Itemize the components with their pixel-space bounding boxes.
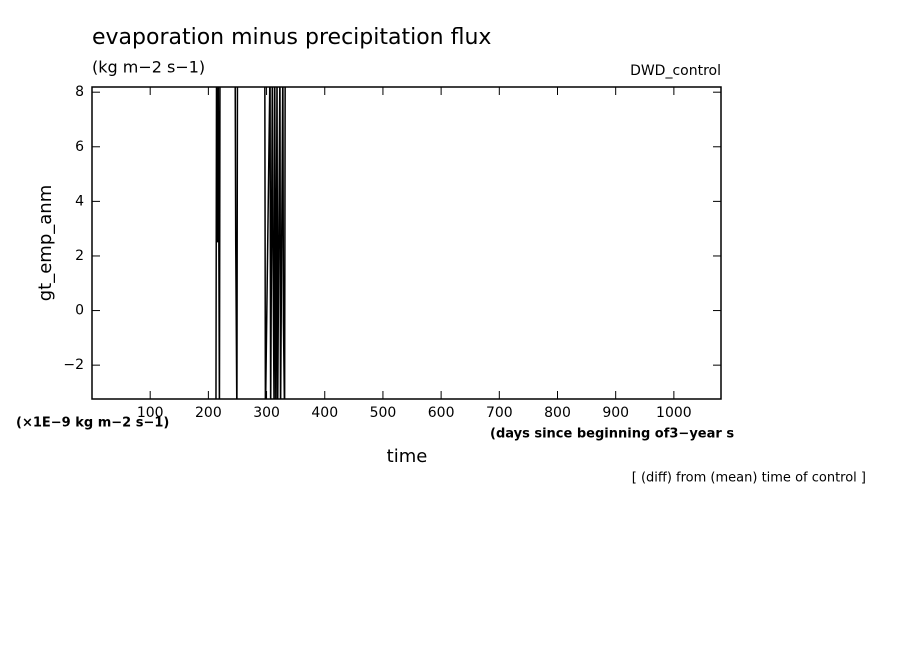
x-tick-label: 100	[137, 405, 164, 421]
x-axis-label: time	[387, 446, 428, 467]
x-tick-label: 200	[195, 405, 222, 421]
y-tick-label: 0	[75, 303, 84, 319]
x-tick-label: 900	[602, 405, 629, 421]
x-unit-label: (days since beginning of3−year s	[490, 427, 734, 442]
y-tick-label: 2	[75, 248, 84, 264]
footnote: [ (diff) from (mean) time of control ]	[632, 471, 866, 486]
chart-subtitle: (kg m−2 s−1)	[92, 58, 205, 77]
y-tick-label: −2	[63, 357, 84, 373]
x-tick-label: 800	[544, 405, 571, 421]
x-tick-label: 600	[428, 405, 455, 421]
x-tick-label: 1000	[656, 405, 692, 421]
y-tick-label: 6	[75, 139, 84, 155]
x-tick-label: 400	[311, 405, 338, 421]
x-tick-label: 700	[486, 405, 513, 421]
y-axis-label: gt_emp_anm	[35, 185, 56, 302]
x-tick-label: 500	[370, 405, 397, 421]
y-unit-label: (×1E−9 kg m−2 s−1)	[16, 416, 169, 431]
y-tick-label: 8	[75, 84, 84, 100]
data-line	[215, 87, 286, 399]
y-tick-label: 4	[75, 193, 84, 209]
x-tick-label: 300	[253, 405, 280, 421]
plot-frame	[91, 86, 722, 400]
run-label: DWD_control	[630, 63, 721, 79]
chart-title: evaporation minus precipitation flux	[92, 25, 491, 50]
